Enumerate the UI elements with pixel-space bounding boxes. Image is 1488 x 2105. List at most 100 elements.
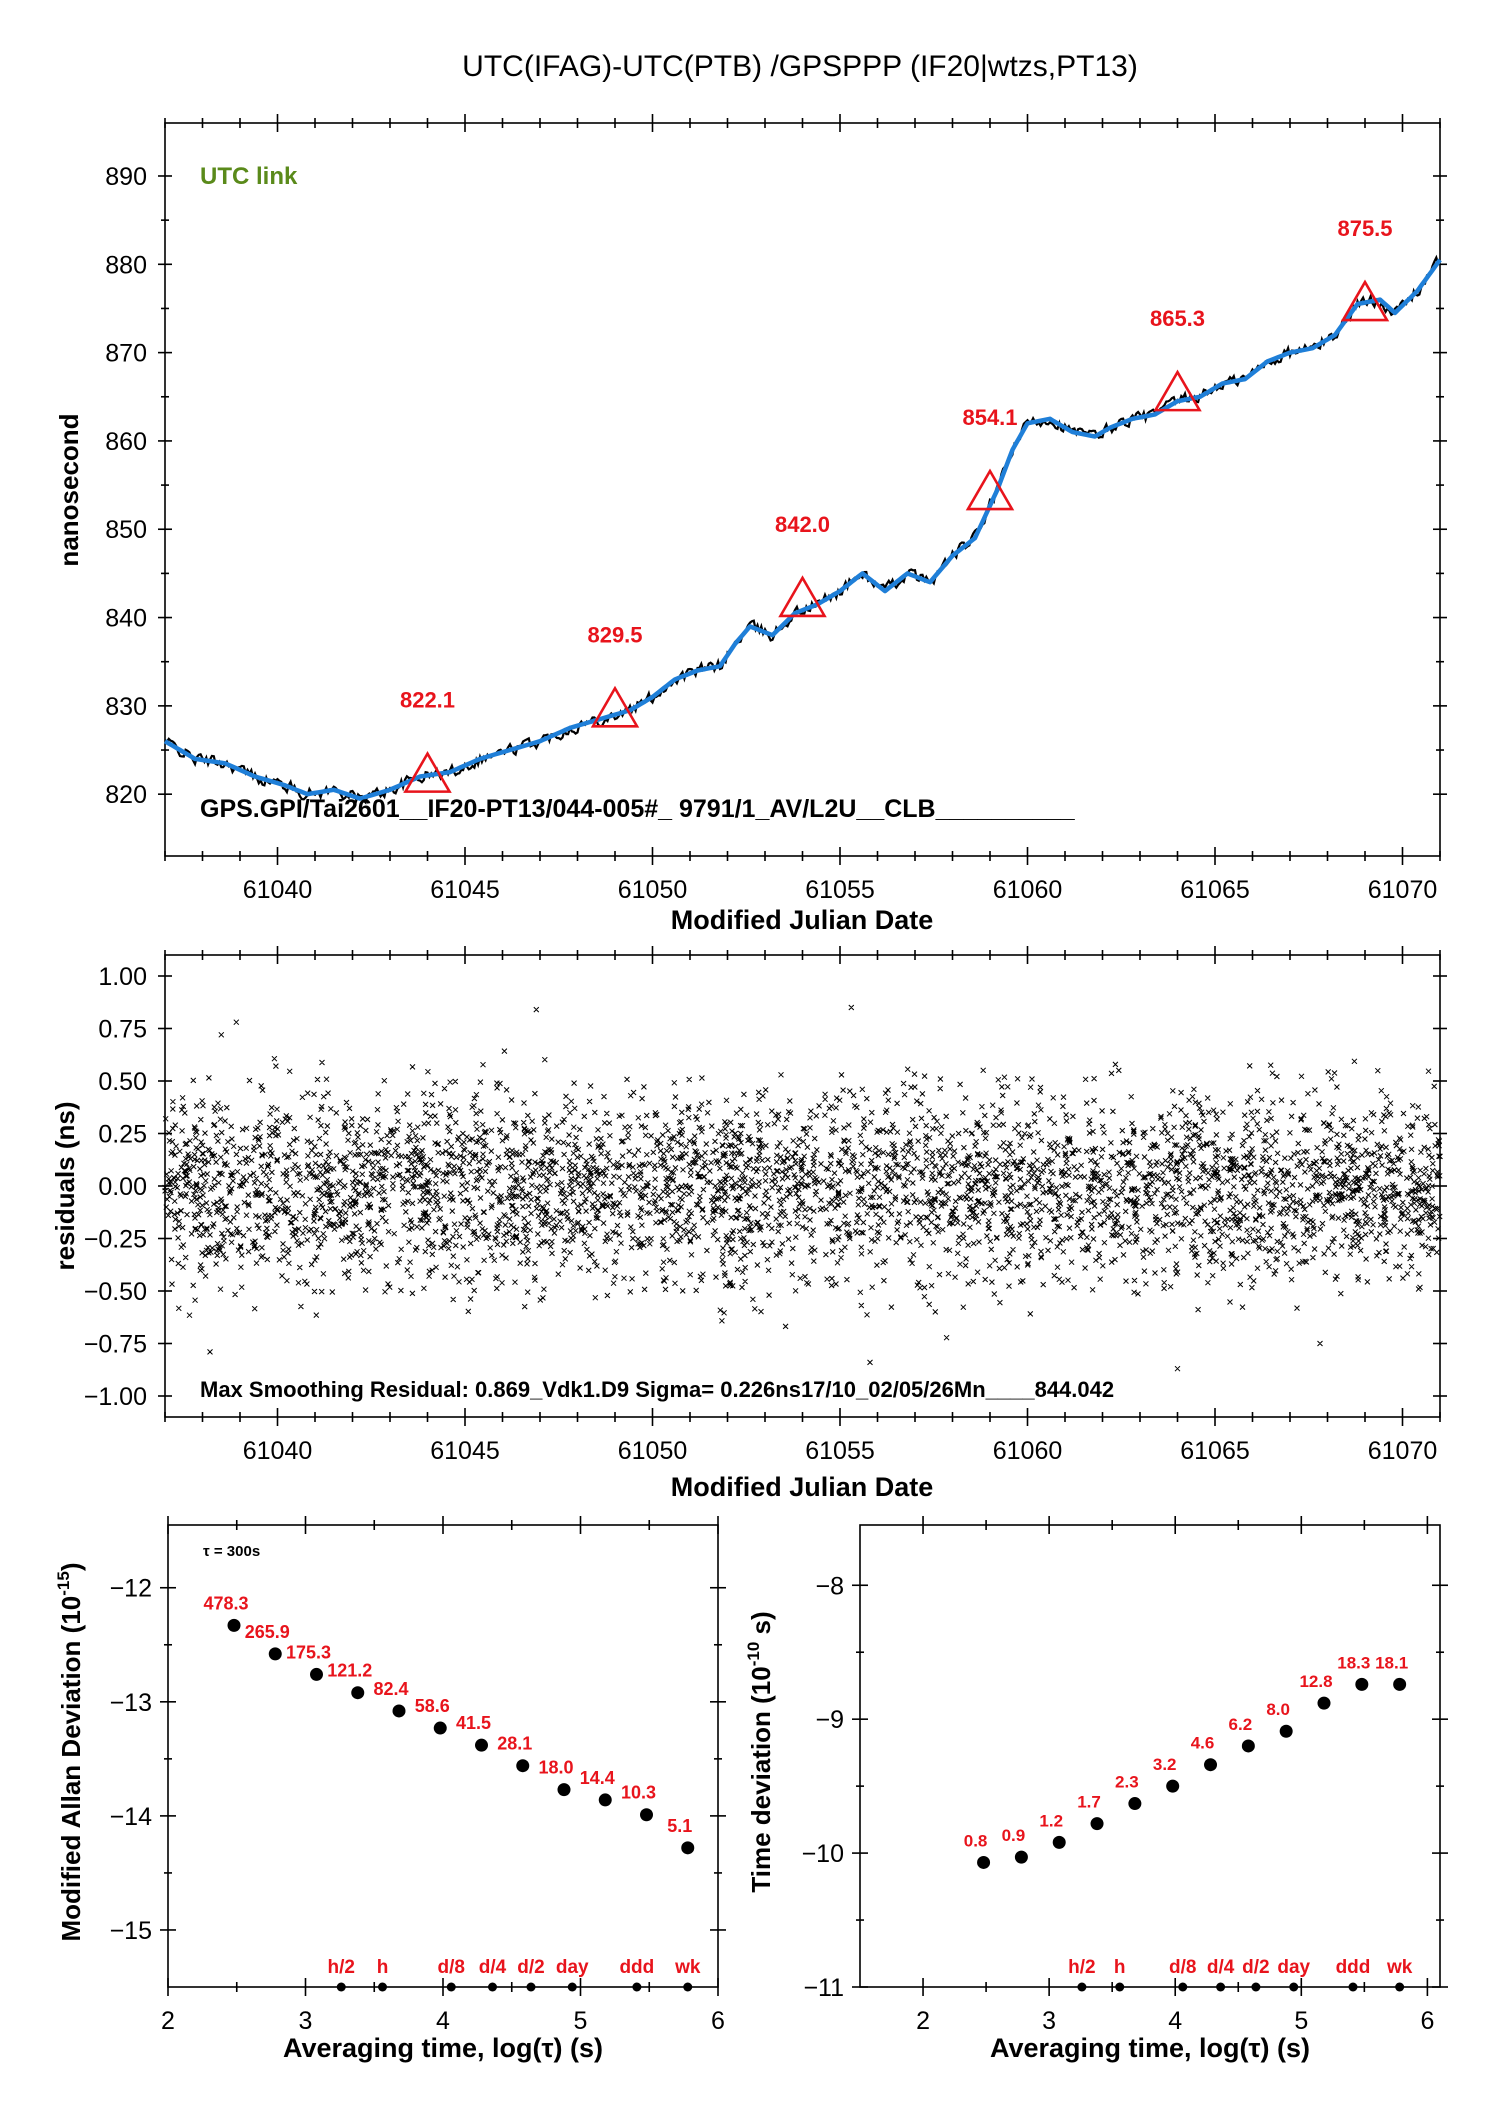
tau-marker-label: day xyxy=(556,1957,589,1978)
tau-marker xyxy=(336,1982,346,1992)
main-y-tick-labels: 820 830 840 850 860 870 880 890 xyxy=(105,163,147,809)
residuals-x-tick-label: 61050 xyxy=(618,1437,688,1465)
main-y-tick-label: 890 xyxy=(105,163,147,191)
y-tick-label: −14 xyxy=(110,1803,153,1831)
main-x-tick-label: 61050 xyxy=(618,876,688,904)
residuals-y-tick-label: 0.75 xyxy=(98,1016,147,1044)
tau-marker-label: h/2 xyxy=(328,1957,355,1978)
data-point xyxy=(227,1618,241,1632)
main-ticks xyxy=(158,114,1447,865)
residuals-y-tick-label: −1.00 xyxy=(84,1383,147,1411)
residuals-y-tick-label: 0.25 xyxy=(98,1121,147,1149)
residuals-y-tick-label: −0.25 xyxy=(84,1226,147,1254)
data-point xyxy=(1166,1779,1180,1793)
allan-x-axis-label: Averaging time, log(τ) (s) xyxy=(283,2033,603,2063)
tdev-y-axis-label: Time deviation (10-10 s) xyxy=(744,1611,776,1892)
y-tick-label: −12 xyxy=(110,1575,152,1603)
data-label: 175.3 xyxy=(286,1642,331,1662)
main-y-tick-label: 860 xyxy=(105,428,147,456)
data-label: 41.5 xyxy=(456,1713,491,1733)
main-x-tick-label: 61065 xyxy=(1180,876,1250,904)
tau-marker-label: d/4 xyxy=(1207,1957,1235,1978)
data-point xyxy=(1204,1758,1218,1772)
data-point xyxy=(516,1759,530,1773)
x-tick-label: 4 xyxy=(1168,2007,1182,2035)
tdev-tau-markers: h/2 h d/8 d/4 d/2 day ddd wk xyxy=(1068,1957,1413,1992)
data-point xyxy=(475,1738,488,1752)
tdev-plot-frame xyxy=(859,1524,1441,1988)
y-tick-label: −9 xyxy=(815,1706,844,1734)
data-point xyxy=(598,1793,612,1807)
data-label: 12.8 xyxy=(1299,1672,1332,1691)
data-label: 1.2 xyxy=(1039,1811,1063,1830)
tau-note: τ = 300s xyxy=(203,1543,260,1560)
y-tick-label: −11 xyxy=(803,1974,844,2002)
tdev-y-tick-labels: −8 −9 −10 −11 xyxy=(802,1572,844,2002)
tau-marker-label: h xyxy=(377,1957,389,1978)
tau-marker xyxy=(1289,1982,1299,1992)
tau-marker xyxy=(1216,1982,1226,1992)
data-label: 4.6 xyxy=(1191,1734,1215,1753)
main-x-tick-label: 61045 xyxy=(430,876,500,904)
residuals-y-tick-label: −0.75 xyxy=(84,1331,147,1359)
y-tick-label: −13 xyxy=(110,1689,152,1717)
tdev-points: 0.8 0.9 1.2 1.7 2.3 3.2 4.6 6.2 8.0 12.8 18.3 18.1 xyxy=(964,1653,1408,1869)
main-plot-frame xyxy=(164,122,1441,857)
marker-label: 854.1 xyxy=(962,405,1017,430)
allan-y-axis-label: Modified Allan Deviation (10-15) xyxy=(54,1563,86,1942)
data-label: 28.1 xyxy=(497,1734,532,1754)
marker-label: 865.3 xyxy=(1150,306,1205,331)
tau-marker xyxy=(1395,1982,1405,1992)
data-point xyxy=(1052,1835,1066,1849)
main-x-tick-label: 61040 xyxy=(243,876,313,904)
x-tick-label: 5 xyxy=(1294,2007,1308,2035)
residuals-x-tick-label: 61060 xyxy=(993,1437,1063,1465)
data-point xyxy=(557,1783,571,1797)
tau-marker xyxy=(683,1982,693,1992)
data-label: 265.9 xyxy=(245,1622,290,1642)
data-label: 0.8 xyxy=(964,1831,988,1850)
marker-label: 842.0 xyxy=(775,512,830,537)
main-x-tick-label: 61055 xyxy=(805,876,875,904)
data-label: 5.1 xyxy=(667,1816,692,1836)
y-tick-label: −10 xyxy=(802,1840,844,1868)
x-tick-label: 4 xyxy=(436,2007,450,2035)
tau-marker xyxy=(567,1982,577,1992)
allan-x-tick-labels: 2 3 4 5 6 xyxy=(161,2007,725,2035)
residuals-y-tick-labels: 1.00 0.75 0.50 0.25 0.00 −0.25 −0.50 −0.75 −1.00 xyxy=(84,963,147,1411)
data-label: 6.2 xyxy=(1229,1715,1253,1734)
x-tick-label: 3 xyxy=(299,2007,313,2035)
main-x-tick-label: 61070 xyxy=(1368,876,1438,904)
data-label: 0.9 xyxy=(1002,1826,1026,1845)
data-point xyxy=(681,1841,695,1855)
tdev-x-axis-label: Averaging time, log(τ) (s) xyxy=(990,2033,1310,2063)
data-point xyxy=(640,1808,653,1822)
tau-marker xyxy=(378,1982,387,1992)
residuals-chart: 1.00 0.75 0.50 0.25 0.00 −0.25 −0.50 −0.75 −1.00… xyxy=(50,946,1447,1502)
figure-title: UTC(IFAG)-UTC(PTB) /GPSPPP (IF20|wtzs,PT… xyxy=(462,50,1138,83)
data-label: 2.3 xyxy=(1115,1773,1139,1792)
marker-triangle xyxy=(590,685,640,728)
tau-marker xyxy=(1077,1982,1087,1992)
smoothed-series-line xyxy=(163,258,1442,801)
residuals-x-tick-label: 61070 xyxy=(1368,1437,1438,1465)
data-point xyxy=(310,1667,323,1681)
marker-triangle xyxy=(403,751,452,793)
tdev-x-tick-labels: 2 3 4 5 6 xyxy=(916,2007,1434,2035)
main-smoothed-series xyxy=(163,258,1442,801)
tau-marker-label: d/8 xyxy=(1169,1957,1196,1978)
tau-marker-label: h/2 xyxy=(1068,1957,1095,1978)
residuals-y-axis-label: residuals (ns) xyxy=(50,1101,80,1270)
allan-plot-frame xyxy=(167,1524,719,1988)
x-tick-label: 6 xyxy=(1420,2007,1434,2035)
tau-marker xyxy=(1115,1982,1125,1992)
data-point xyxy=(268,1647,282,1661)
data-label: 121.2 xyxy=(327,1661,372,1681)
data-point xyxy=(392,1704,406,1718)
tau-marker xyxy=(446,1982,456,1992)
data-point xyxy=(1128,1797,1142,1811)
residuals-x-tick-label: 61045 xyxy=(430,1437,500,1465)
tau-marker xyxy=(1251,1982,1261,1992)
data-label: 1.7 xyxy=(1077,1793,1101,1812)
